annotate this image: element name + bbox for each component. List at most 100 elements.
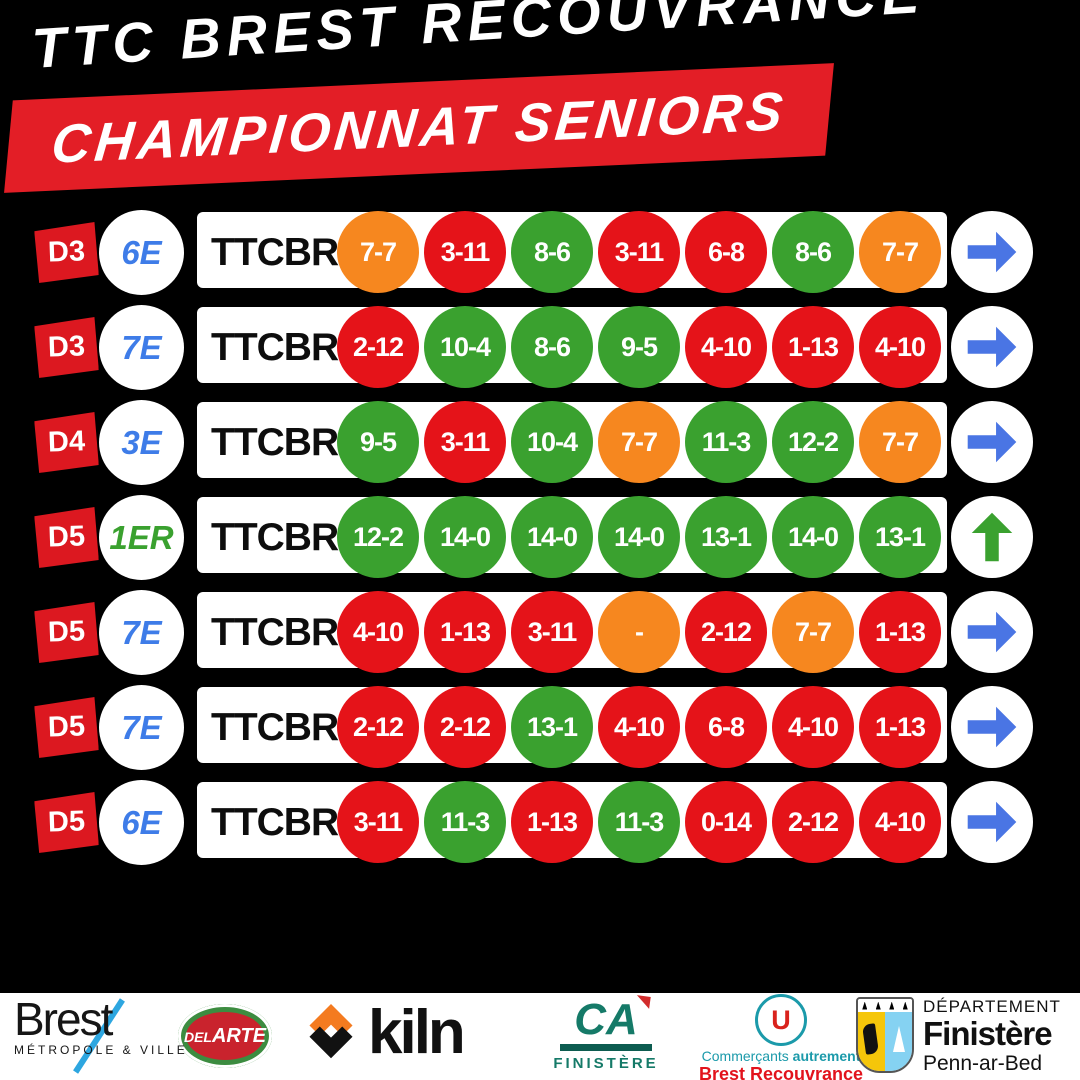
score-label: 4-10 — [874, 331, 926, 362]
score-label: 7-7 — [881, 426, 919, 457]
trend-arrow — [951, 781, 1033, 863]
results-list: 2-12 2-12 13-1 4-10 6-8 4-10 1-13 — [337, 686, 941, 768]
right-arrow-icon — [967, 421, 1017, 463]
score-label: 2-12 — [439, 711, 491, 742]
finistere-text: DÉPARTEMENT Finistère Penn-ar-Bed — [923, 997, 1061, 1075]
score-circle-win: 13-1 — [685, 496, 767, 578]
sponsor-footer: Brest MÉTROPOLE & VILLE DELARTE kiln CA … — [0, 993, 1080, 1080]
score-circle-win: 14-0 — [424, 496, 506, 578]
score-circle-loss: 4-10 — [772, 686, 854, 768]
score-circle-draw: 7-7 — [772, 591, 854, 673]
score-label: 13-1 — [874, 521, 926, 552]
score-circle-loss: 4-10 — [859, 306, 941, 388]
score-circle-win: 11-3 — [598, 781, 680, 863]
score-circle-win: 10-4 — [511, 401, 593, 483]
score-label: 12-2 — [787, 426, 839, 457]
kiln-chevron-icon — [309, 1004, 353, 1059]
score-circle-win: 13-1 — [859, 496, 941, 578]
score-label: 9-5 — [359, 426, 397, 457]
score-circle-win: 9-5 — [598, 306, 680, 388]
right-arrow-icon — [967, 611, 1017, 653]
results-list: 3-11 11-3 1-13 11-3 0-14 2-12 4-10 — [337, 781, 941, 863]
trend-arrow — [951, 211, 1033, 293]
credit-agricole-logo: CA FINISTÈRE — [550, 995, 662, 1072]
division-label: D5 — [47, 615, 86, 649]
score-circle-win: 14-0 — [772, 496, 854, 578]
score-label: 4-10 — [352, 616, 404, 647]
score-label: 10-4 — [526, 426, 578, 457]
rank-label: 7E — [121, 708, 162, 746]
credit-agricole-monogram: CA — [574, 995, 651, 1042]
rank-label: 6E — [121, 233, 162, 271]
score-label: 1-13 — [874, 616, 926, 647]
division-badge: D3 — [34, 222, 99, 283]
score-label: 4-10 — [874, 806, 926, 837]
rank-label: 1ER — [109, 518, 174, 556]
super-u-logo: U Commerçants autrement Brest Recouvranc… — [686, 994, 876, 1080]
del-arte-logo: DELARTE — [178, 1004, 272, 1068]
score-label: 11-3 — [701, 426, 752, 457]
score-circle-win: 13-1 — [511, 686, 593, 768]
score-label: 1-13 — [787, 331, 839, 362]
division-label: D5 — [47, 520, 86, 554]
trend-arrow — [951, 306, 1033, 388]
division-badge: D5 — [34, 507, 99, 568]
score-label: 9-5 — [620, 331, 658, 362]
score-label: 1-13 — [526, 806, 578, 837]
score-circle-win: 8-6 — [511, 211, 593, 293]
division-badge: D5 — [34, 792, 99, 853]
results-list: 9-5 3-11 10-4 7-7 11-3 12-2 7-7 — [337, 401, 941, 483]
score-label: 11-3 — [440, 806, 491, 837]
score-label: 4-10 — [613, 711, 665, 742]
rank-circle: 7E — [99, 305, 184, 390]
finistere-breton-label: Penn-ar-Bed — [923, 1051, 1043, 1075]
score-circle-loss: 2-12 — [337, 306, 419, 388]
score-circle-win: 11-3 — [685, 401, 767, 483]
del-arte-arte: ARTE — [211, 1024, 267, 1047]
u-tagline-bold: autrement — [792, 1048, 861, 1064]
score-circle-draw: 7-7 — [337, 211, 419, 293]
score-label: 14-0 — [439, 521, 491, 552]
finistere-shield-icon — [856, 997, 914, 1073]
score-circle-loss: 4-10 — [859, 781, 941, 863]
score-label: 1-13 — [874, 711, 926, 742]
score-label: 11-3 — [614, 806, 665, 837]
score-circle-loss: 3-11 — [598, 211, 680, 293]
division-label: D4 — [47, 425, 86, 459]
rank-circle: 7E — [99, 685, 184, 770]
championship-banner: CHAMPIONNAT SENIORS — [4, 63, 834, 193]
score-label: 7-7 — [620, 426, 658, 457]
score-label: 7-7 — [794, 616, 832, 647]
score-label: 13-1 — [700, 521, 752, 552]
division-label: D5 — [47, 805, 86, 839]
division-label: D3 — [47, 235, 86, 269]
trend-arrow — [951, 591, 1033, 673]
score-circle-loss: 2-12 — [337, 686, 419, 768]
score-label: 4-10 — [787, 711, 839, 742]
score-circle-loss: 3-11 — [424, 401, 506, 483]
score-circle-loss: 4-10 — [337, 591, 419, 673]
score-circle-loss: 1-13 — [424, 591, 506, 673]
score-label: 3-11 — [440, 426, 491, 457]
rank-label: 3E — [121, 423, 162, 461]
shield-right-half — [885, 1012, 912, 1071]
score-circle-loss: 4-10 — [598, 686, 680, 768]
score-label: 1-13 — [439, 616, 491, 647]
score-circle-loss: 3-11 — [424, 211, 506, 293]
team-row: D5 7E TTCBR 12 2-12 2-12 13-1 4-10 6-8 4-10 1-… — [0, 680, 1080, 775]
rank-circle: 1ER — [99, 495, 184, 580]
score-label: 12-2 — [352, 521, 404, 552]
u-letter: U — [771, 1004, 791, 1035]
score-circle-draw: 7-7 — [598, 401, 680, 483]
score-circle-loss: 3-11 — [337, 781, 419, 863]
rank-circle: 6E — [99, 210, 184, 295]
score-label: 3-11 — [353, 806, 404, 837]
team-row: D3 7E TTCBR 8 2-12 10-4 8-6 9-5 4-10 1-13 4-10 — [0, 300, 1080, 395]
score-circle-win: 11-3 — [424, 781, 506, 863]
score-circle-win: 14-0 — [598, 496, 680, 578]
championship-banner-label: CHAMPIONNAT SENIORS — [49, 81, 789, 175]
division-badge: D3 — [34, 317, 99, 378]
score-circle-loss: 0-14 — [685, 781, 767, 863]
results-list: 4-10 1-13 3-11 - 2-12 7-7 1-13 — [337, 591, 941, 673]
score-circle-win: 12-2 — [772, 401, 854, 483]
